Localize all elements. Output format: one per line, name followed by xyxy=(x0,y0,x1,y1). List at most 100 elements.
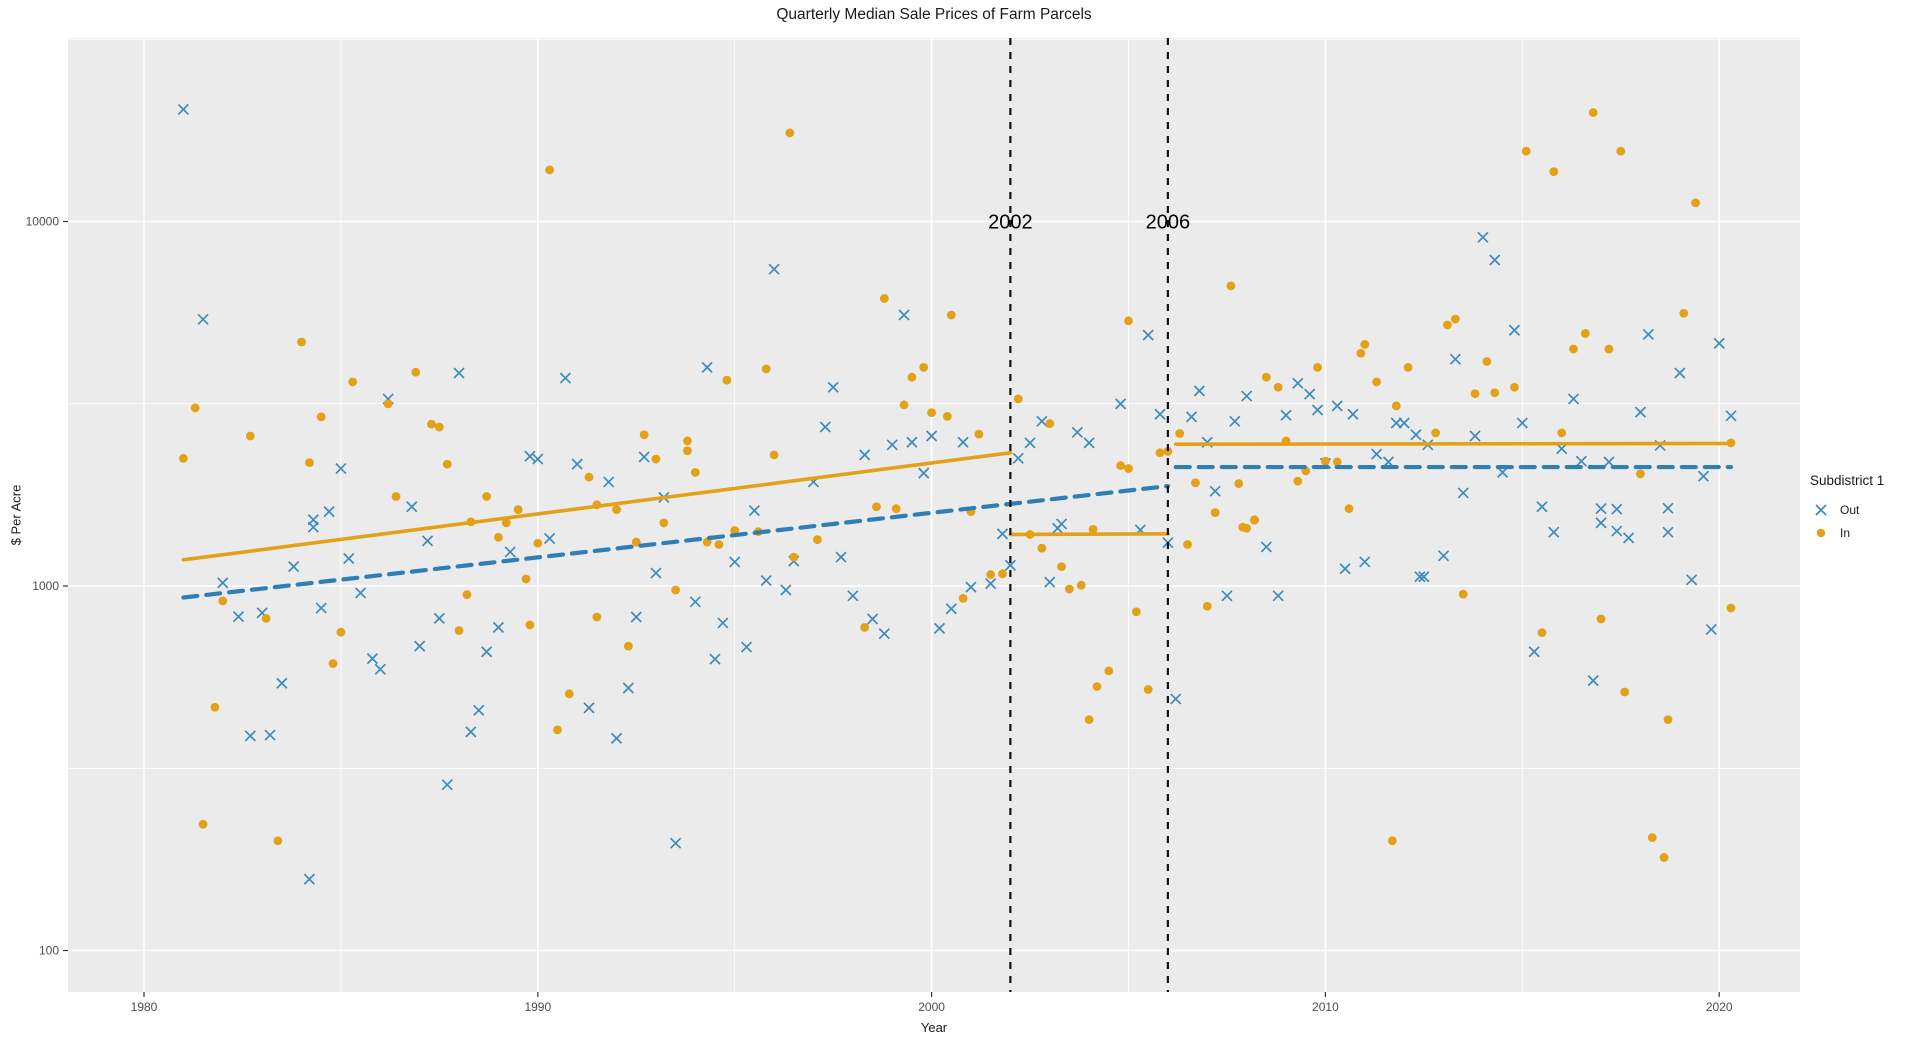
in-point xyxy=(1604,344,1614,354)
out-point xyxy=(544,532,556,545)
out-point xyxy=(945,603,957,615)
in-point xyxy=(919,362,929,372)
out-point xyxy=(1662,502,1674,514)
out-point xyxy=(918,467,930,479)
in-point xyxy=(1482,357,1492,366)
in-point xyxy=(1726,603,1736,613)
in-point xyxy=(218,596,228,606)
out-point xyxy=(1170,693,1182,705)
out-point xyxy=(244,730,256,742)
out-point xyxy=(1260,541,1272,553)
out-point xyxy=(1457,487,1469,499)
x-tick-label: 2000 xyxy=(918,1000,945,1014)
out-point xyxy=(1674,367,1686,379)
out-point xyxy=(1595,517,1607,529)
in-point xyxy=(722,375,732,385)
in-point xyxy=(1387,836,1397,846)
in-trend-line xyxy=(1008,532,1170,537)
in-point xyxy=(730,526,740,535)
out-point xyxy=(1221,590,1233,602)
in-point xyxy=(998,569,1007,579)
out-point xyxy=(1611,503,1623,515)
y-axis-label: $ Per Acre xyxy=(8,484,24,546)
out-point xyxy=(1185,411,1198,423)
out-point xyxy=(264,729,276,741)
in-point xyxy=(1521,146,1531,156)
out-point xyxy=(638,451,650,463)
legend-title: Subdistrict 1 xyxy=(1810,473,1885,488)
out-point xyxy=(1004,559,1016,571)
out-point xyxy=(996,528,1009,540)
out-point xyxy=(1713,337,1725,349)
in-point xyxy=(1691,198,1700,208)
out-point xyxy=(701,361,713,373)
in-point xyxy=(513,505,523,515)
out-point xyxy=(232,611,245,623)
in-point xyxy=(427,419,436,429)
in-point xyxy=(1088,524,1098,534)
in-point xyxy=(1620,687,1630,697)
in-point xyxy=(592,612,602,622)
legend-item-label: In xyxy=(1840,525,1851,540)
out-point xyxy=(1044,576,1056,588)
in-point xyxy=(462,590,472,600)
out-point xyxy=(1012,452,1024,464)
in-point xyxy=(769,450,779,460)
out-point xyxy=(780,584,792,596)
out-point xyxy=(859,449,871,461)
in-point xyxy=(1588,108,1598,117)
in-point xyxy=(690,467,700,477)
in-point xyxy=(761,364,771,374)
out-point xyxy=(1024,437,1036,449)
out-point xyxy=(217,577,229,589)
in-point xyxy=(907,372,917,382)
in-point xyxy=(927,408,936,418)
out-point xyxy=(630,611,642,623)
out-point xyxy=(421,535,434,547)
in-point xyxy=(1557,428,1567,438)
out-point xyxy=(1339,563,1351,575)
in-point xyxy=(1175,429,1185,438)
out-point xyxy=(933,622,946,635)
out-point xyxy=(1662,526,1674,538)
in-point xyxy=(986,570,996,579)
in-point xyxy=(631,537,641,547)
out-point xyxy=(1359,556,1371,568)
out-point xyxy=(709,653,721,665)
legend-item-in: In xyxy=(1810,521,1916,544)
in-point xyxy=(899,400,909,410)
x-tick-label: 1990 xyxy=(524,1000,551,1014)
in-point xyxy=(1092,682,1102,691)
in-point xyxy=(785,128,795,138)
x-tick-label: 2010 xyxy=(1312,1000,1339,1014)
in-point xyxy=(1191,478,1200,488)
out-point xyxy=(1229,415,1241,427)
in-point xyxy=(651,454,661,464)
in-point xyxy=(1321,456,1330,466)
in-point xyxy=(872,502,881,512)
y-tick-label: 1000 xyxy=(32,579,59,593)
in-point xyxy=(304,458,314,468)
x-axis-label: Year xyxy=(920,1020,948,1035)
in-point xyxy=(1045,419,1055,428)
out-point xyxy=(1154,408,1166,420)
y-tick-label: 100 xyxy=(39,944,59,958)
dot-icon xyxy=(1810,526,1832,540)
legend-item-out: Out xyxy=(1810,498,1916,521)
in-point xyxy=(1116,461,1126,470)
out-point xyxy=(1449,353,1461,365)
x-tick-label: 2020 xyxy=(1706,1000,1733,1014)
out-point xyxy=(1083,437,1095,449)
in-point xyxy=(1663,715,1673,725)
in-point xyxy=(1084,715,1094,725)
out-point xyxy=(559,372,571,384)
in-point xyxy=(1616,146,1626,156)
out-point xyxy=(1575,455,1587,467)
in-point xyxy=(1124,316,1133,326)
out-point xyxy=(465,726,477,738)
in-point xyxy=(683,446,692,456)
out-point xyxy=(1410,429,1422,441)
out-point xyxy=(323,505,335,518)
in-point xyxy=(411,367,421,377)
